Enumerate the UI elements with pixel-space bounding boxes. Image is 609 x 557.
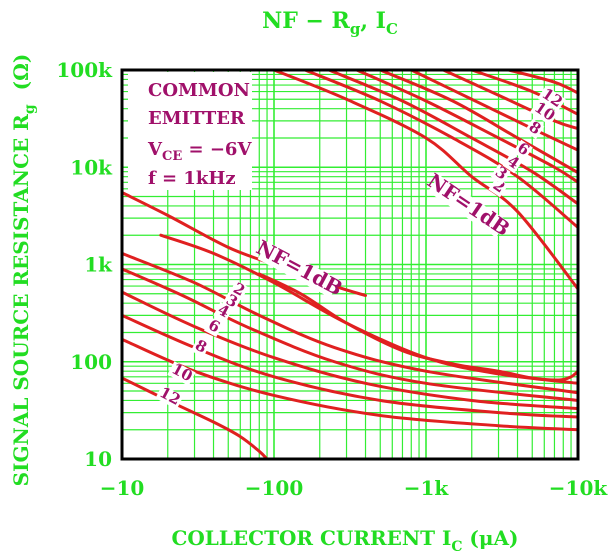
y-axis-label: SIGNAL SOURCE RESISTANCE Rg (Ω) <box>9 54 38 487</box>
series-line-4 <box>122 290 578 411</box>
series-line-14 <box>409 70 578 152</box>
y-label-sub: g <box>22 104 38 114</box>
lower-curve-label-4: 6 <box>203 316 224 338</box>
series-line-10 <box>303 70 578 230</box>
cond-line1: COMMON <box>148 80 250 101</box>
lower-curve-label-3: 4 <box>213 301 233 322</box>
x-label-unit: (μA) <box>462 526 518 550</box>
lower-curve-label-1: 2 <box>228 279 249 301</box>
x-tick-label-1: −100 <box>245 476 304 500</box>
series-line-15 <box>441 70 578 131</box>
series-line-13 <box>378 70 578 175</box>
series-line-11 <box>327 70 578 206</box>
cond-vce-main: V <box>147 139 163 160</box>
upper-curve-label-4: 6 <box>512 139 533 161</box>
conditions-box <box>128 72 252 190</box>
x-tick-label-3: −10k <box>549 476 609 500</box>
series-line-17 <box>507 70 578 95</box>
series-line-16 <box>470 70 578 116</box>
series-line-1 <box>159 233 578 385</box>
series-line-8 <box>122 191 368 297</box>
x-label-sub: C <box>451 539 462 555</box>
series-line-9 <box>272 70 578 291</box>
cond-line2: EMITTER <box>148 108 246 129</box>
upper-curve-label-5: 8 <box>524 118 544 140</box>
cond-vce-tail: = −6V <box>182 139 252 160</box>
x-tick-label-2: −1k <box>404 476 450 500</box>
y-label-unit: (Ω) <box>9 54 33 91</box>
y-label-main: SIGNAL SOURCE RESISTANCE R <box>9 114 33 487</box>
x-label-main: COLLECTOR CURRENT I <box>171 526 451 550</box>
y-tick-label-0: 10 <box>84 447 112 471</box>
title-tail: , I <box>360 8 386 34</box>
cond-vce-sub: CE <box>162 149 182 164</box>
title-sub: g <box>350 20 361 38</box>
chart-title: NF − Rg, IC <box>262 8 398 38</box>
cond-line4: f = 1kHz <box>148 168 236 189</box>
x-tick-label-0: −10 <box>100 476 145 500</box>
series-line-12 <box>355 70 578 184</box>
cond-line3: VCE = −6V <box>147 139 252 164</box>
upper-curve-label-2: 3 <box>490 163 511 185</box>
y-tick-label-4: 100k <box>56 58 113 82</box>
tick-labels: −10 −100 −1k −10k 10 100 1k 10k 100k <box>56 58 608 500</box>
title-main: NF − R <box>262 8 350 34</box>
series-line-0 <box>257 272 578 382</box>
y-tick-label-2: 1k <box>84 253 113 277</box>
y-tick-label-3: 10k <box>70 155 113 179</box>
series-line-3 <box>122 267 578 402</box>
plot-frame <box>120 68 580 461</box>
x-axis-label: COLLECTOR CURRENT IC (μA) <box>171 526 518 555</box>
conditions-text: COMMON EMITTER VCE = −6V f = 1kHz <box>147 80 252 189</box>
series-line-2 <box>122 251 578 395</box>
title-tail-sub: C <box>386 20 398 38</box>
lower-curve-label-5: 8 <box>190 336 211 358</box>
series-line-6 <box>122 337 578 432</box>
upper-curve-label-3: 4 <box>502 152 523 174</box>
y-tick-label-1: 100 <box>70 350 112 374</box>
